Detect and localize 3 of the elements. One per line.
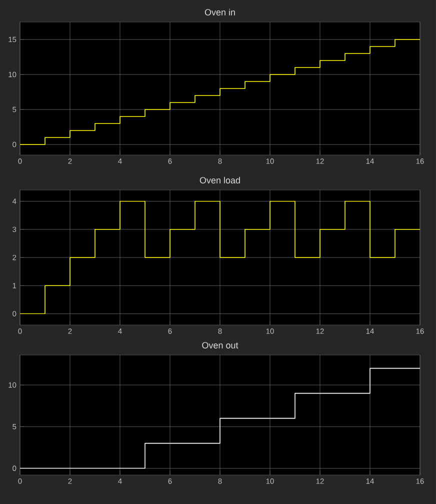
chart-title: Oven out (202, 342, 238, 348)
chart-title: Oven load (200, 176, 240, 184)
chart-title: Oven in (204, 8, 235, 16)
